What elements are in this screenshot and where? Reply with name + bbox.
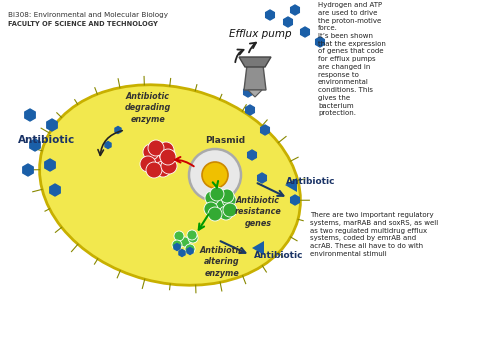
Circle shape bbox=[143, 144, 159, 160]
Circle shape bbox=[187, 230, 197, 240]
Polygon shape bbox=[50, 184, 60, 196]
Text: Plasmid: Plasmid bbox=[205, 136, 245, 145]
Text: Antibiotic: Antibiotic bbox=[286, 177, 336, 186]
Circle shape bbox=[189, 149, 241, 201]
Polygon shape bbox=[248, 90, 262, 97]
Circle shape bbox=[146, 162, 162, 178]
Circle shape bbox=[148, 140, 164, 156]
Circle shape bbox=[213, 198, 227, 212]
Circle shape bbox=[222, 193, 236, 207]
Text: Antibiotic: Antibiotic bbox=[18, 135, 75, 145]
Circle shape bbox=[140, 156, 156, 172]
Polygon shape bbox=[45, 159, 55, 171]
Polygon shape bbox=[239, 57, 271, 67]
Polygon shape bbox=[244, 65, 266, 90]
Circle shape bbox=[219, 206, 233, 220]
Circle shape bbox=[205, 191, 219, 205]
Circle shape bbox=[174, 231, 184, 241]
Circle shape bbox=[210, 187, 224, 201]
Circle shape bbox=[204, 202, 218, 216]
Polygon shape bbox=[284, 17, 292, 27]
Circle shape bbox=[158, 142, 174, 158]
Circle shape bbox=[180, 237, 190, 247]
Polygon shape bbox=[252, 241, 264, 255]
Polygon shape bbox=[244, 87, 252, 97]
Polygon shape bbox=[300, 27, 309, 37]
Text: Efflux pump: Efflux pump bbox=[228, 29, 291, 39]
Circle shape bbox=[223, 203, 237, 217]
Polygon shape bbox=[115, 126, 121, 134]
Circle shape bbox=[185, 244, 195, 254]
Polygon shape bbox=[47, 119, 57, 131]
Ellipse shape bbox=[39, 85, 300, 285]
Polygon shape bbox=[316, 37, 324, 47]
Text: FACULTY OF SCIENCE AND TECHNOLOGY: FACULTY OF SCIENCE AND TECHNOLOGY bbox=[8, 21, 158, 27]
Circle shape bbox=[172, 240, 182, 250]
Polygon shape bbox=[174, 243, 180, 251]
Text: Antibiotic
resistance
genes: Antibiotic resistance genes bbox=[235, 197, 281, 228]
Polygon shape bbox=[291, 195, 300, 205]
Circle shape bbox=[159, 146, 175, 162]
Circle shape bbox=[160, 149, 176, 165]
Polygon shape bbox=[291, 5, 300, 15]
Polygon shape bbox=[265, 10, 275, 20]
Polygon shape bbox=[187, 248, 193, 255]
Polygon shape bbox=[261, 125, 269, 135]
Circle shape bbox=[220, 189, 234, 203]
Polygon shape bbox=[105, 141, 111, 148]
Text: Antibiotic
altering
enzyme: Antibiotic altering enzyme bbox=[200, 246, 244, 278]
Circle shape bbox=[202, 162, 228, 188]
Polygon shape bbox=[25, 109, 35, 121]
Text: Antibiotic: Antibiotic bbox=[254, 251, 303, 260]
Polygon shape bbox=[23, 164, 33, 176]
Polygon shape bbox=[258, 173, 266, 183]
Polygon shape bbox=[30, 139, 40, 151]
Polygon shape bbox=[246, 105, 254, 115]
Polygon shape bbox=[248, 150, 256, 160]
Circle shape bbox=[208, 207, 222, 221]
Polygon shape bbox=[179, 249, 185, 256]
Circle shape bbox=[161, 158, 177, 174]
Text: There are two important regulatory
systems, marRAB and soxRS, as well
as two reg: There are two important regulatory syste… bbox=[310, 212, 438, 257]
Circle shape bbox=[155, 161, 171, 177]
Text: Hydrogen and ATP
are used to drive
the proton-motive
force.
It’s been shown
that: Hydrogen and ATP are used to drive the p… bbox=[318, 2, 386, 117]
Polygon shape bbox=[285, 178, 297, 192]
Text: Bi308: Environmental and Molecular Biology: Bi308: Environmental and Molecular Biolo… bbox=[8, 12, 168, 18]
Circle shape bbox=[188, 233, 198, 243]
Circle shape bbox=[150, 152, 166, 168]
Text: Antibiotic
degrading
enzyme: Antibiotic degrading enzyme bbox=[125, 93, 171, 123]
